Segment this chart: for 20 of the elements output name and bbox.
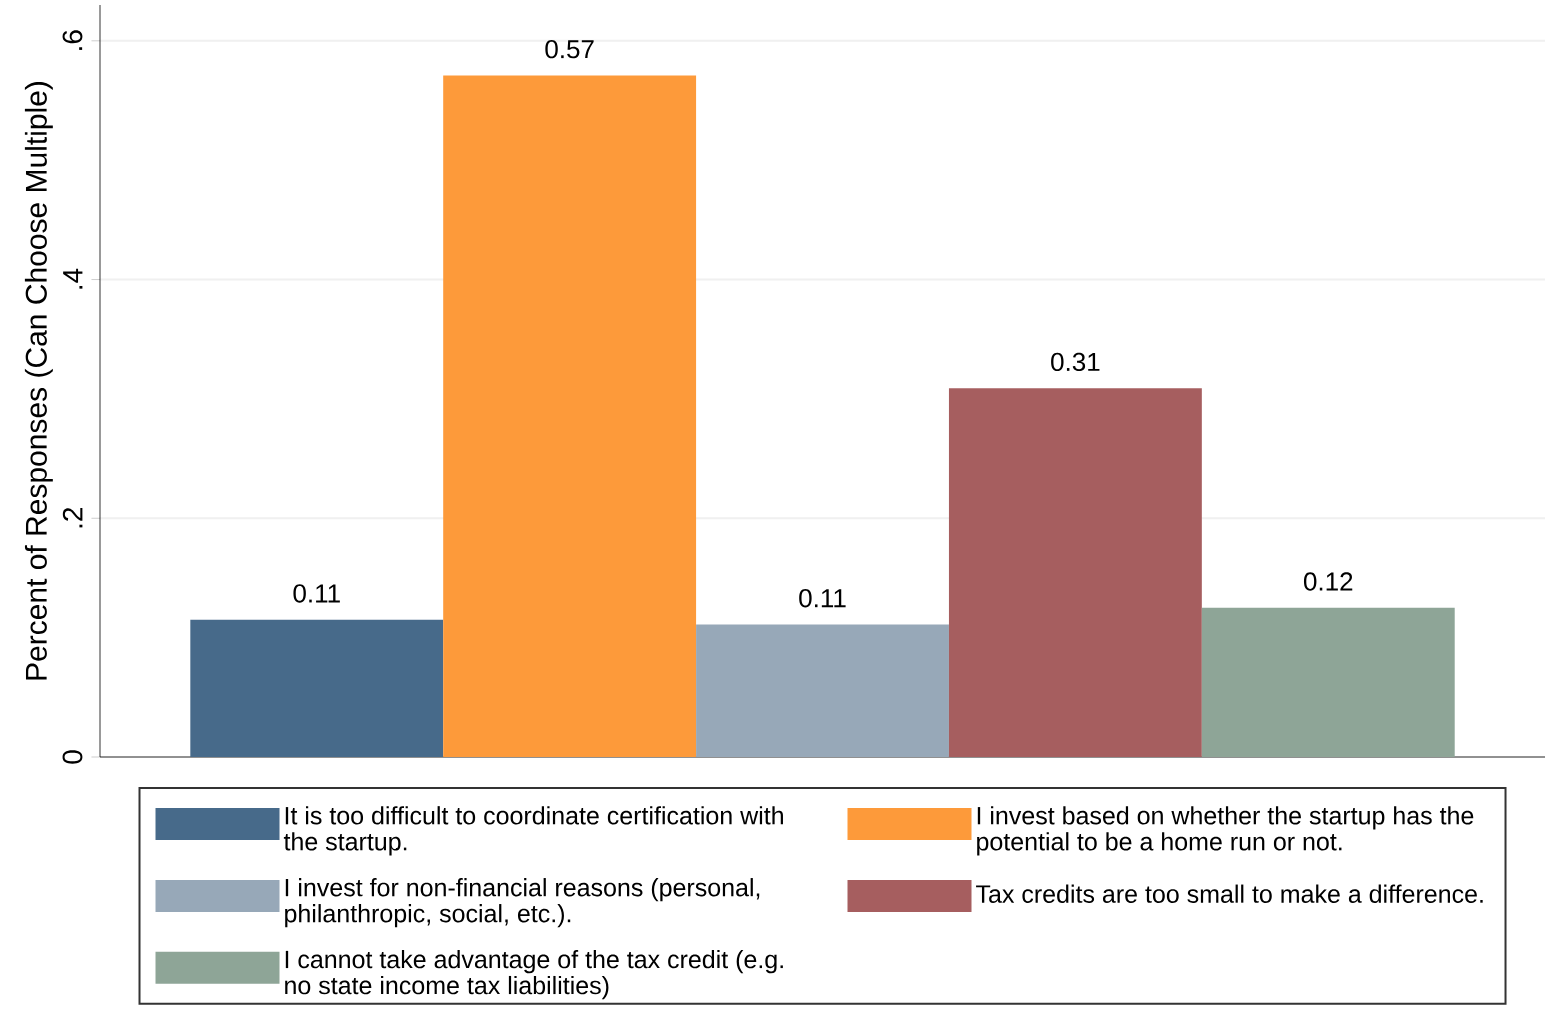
y-tick-label: 0 [62,750,83,764]
data-label: 0.57 [545,39,594,59]
legend-label: I invest for non-financial reasons (personal, philanthropic, social, etc.). [285,878,760,928]
data-label: 0.11 [799,589,846,608]
bar [1201,607,1455,757]
legend-label: I cannot take advantage of the tax credit (e.g. no state income tax liabilities) [285,949,783,1000]
y-tick-label: .2 [62,507,83,528]
bar [948,388,1202,757]
y-tick-label: .6 [62,30,83,50]
legend-label: I invest based on whether the startup has the potential to be a home run or not. [977,806,1474,856]
data-label: 0.12 [1303,572,1353,591]
data-label: 0.11 [293,584,340,603]
bar [696,624,949,757]
legend-label: Tax credits are too small to make a difference. [976,884,1483,903]
legend-label: It is too difficult to coordinate certification with the startup. [283,806,783,856]
bar [443,75,697,757]
data-label: 0.31 [1051,352,1100,372]
y-axis-title: Percent of Responses (Can Choose Multiple) [24,81,53,680]
y-tick-label: .4 [63,268,83,289]
bar [190,619,444,757]
